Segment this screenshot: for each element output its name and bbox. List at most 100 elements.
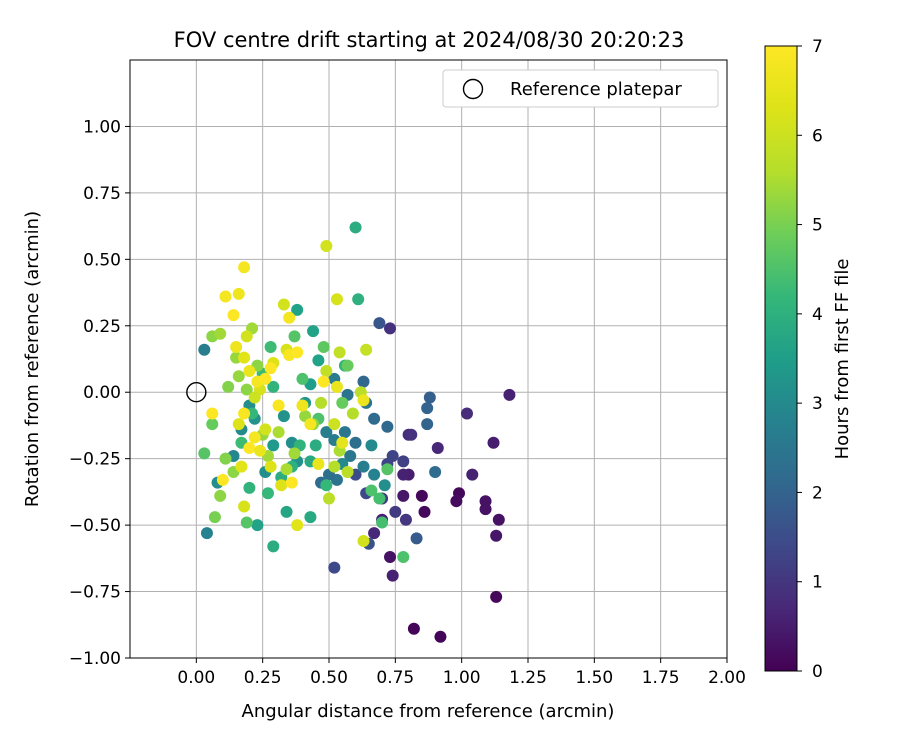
x-axis-label: Angular distance from reference (arcmin): [242, 701, 615, 722]
data-point: [232, 287, 245, 300]
data-point: [304, 511, 317, 524]
y-tick-label: −0.75: [69, 583, 121, 603]
data-point: [198, 343, 211, 356]
data-point: [238, 261, 251, 274]
data-point: [264, 362, 277, 375]
data-point: [323, 492, 335, 505]
data-point: [368, 412, 381, 425]
data-point: [238, 500, 251, 513]
x-tick-label: 2.00: [708, 668, 746, 688]
colorbar-tick-label: 3: [812, 394, 823, 414]
x-tick-label: 1.00: [443, 668, 481, 688]
reference-platepar-marker: [186, 382, 207, 403]
data-point: [275, 479, 288, 492]
data-point: [336, 396, 349, 409]
data-point: [307, 325, 320, 338]
y-axis-label: Rotation from reference (arcmin): [22, 211, 43, 507]
data-point: [352, 293, 365, 306]
data-point: [277, 298, 290, 311]
x-tick-label: 0.25: [244, 668, 282, 688]
data-point: [312, 354, 325, 367]
data-point: [227, 309, 240, 322]
data-point: [357, 460, 370, 473]
data-point: [490, 590, 503, 603]
y-tick-label: 0.00: [83, 383, 121, 403]
colorbar-tick-label: 4: [812, 305, 823, 325]
data-point: [336, 436, 349, 449]
data-point: [386, 569, 399, 582]
data-point: [288, 330, 301, 343]
data-point: [397, 551, 410, 564]
data-point: [280, 505, 293, 518]
colorbar-label: Hours from first FF file: [832, 259, 853, 460]
data-point: [333, 346, 346, 359]
data-point: [487, 436, 500, 449]
data-point: [219, 290, 232, 303]
data-point: [216, 473, 229, 486]
data-point: [344, 450, 357, 463]
data-point: [243, 364, 256, 377]
y-tick-label: 1.00: [83, 117, 121, 137]
data-point: [381, 420, 394, 433]
data-point: [338, 426, 351, 439]
data-point: [492, 513, 505, 526]
colorbar-gradient: [764, 45, 798, 672]
data-point: [373, 317, 386, 330]
data-point: [309, 439, 322, 452]
data-point: [320, 479, 333, 492]
data-point: [317, 341, 330, 354]
data-point: [317, 375, 330, 388]
data-point: [397, 455, 410, 468]
data-point: [232, 418, 245, 431]
data-point: [291, 519, 304, 532]
data-point: [267, 439, 280, 452]
data-point: [405, 428, 418, 441]
data-point: [341, 359, 354, 372]
data-point: [259, 423, 272, 436]
data-point: [365, 439, 378, 452]
data-point: [429, 465, 442, 478]
x-tick-label: 1.25: [509, 668, 547, 688]
data-point: [277, 410, 290, 423]
data-point: [261, 487, 274, 500]
data-point: [238, 407, 251, 420]
data-point: [384, 322, 397, 335]
legend-marker-icon: [462, 78, 484, 100]
data-point: [423, 391, 436, 404]
data-point: [208, 511, 221, 524]
x-tick-label: 0.50: [310, 668, 348, 688]
data-point: [219, 452, 232, 465]
data-point: [349, 436, 362, 449]
data-point: [373, 492, 386, 505]
data-point: [389, 505, 402, 518]
data-point: [341, 465, 354, 478]
data-point: [304, 418, 317, 431]
data-point: [320, 364, 333, 377]
data-point: [320, 240, 333, 253]
colorbar-tick-label: 1: [812, 573, 823, 593]
data-point: [368, 468, 381, 481]
data-point: [410, 532, 423, 545]
data-point: [349, 221, 362, 234]
data-point: [296, 399, 309, 412]
data-point: [230, 341, 243, 354]
data-point: [421, 402, 434, 415]
legend-entry-reference: Reference platepar: [510, 79, 682, 100]
y-tick-label: −0.50: [69, 516, 121, 536]
data-point: [315, 396, 328, 409]
data-point: [238, 351, 251, 364]
data-point: [198, 447, 211, 460]
data-point: [285, 476, 298, 489]
data-point: [283, 311, 296, 324]
x-axis-ticks: 0.00 0.25 0.50 0.75 1.00 1.25 1.50 1.75 2.00: [177, 658, 746, 688]
y-axis-ticks: −1.00 −0.75 −0.50 −0.25 0.00 0.25 0.50 0.75 1.00: [69, 117, 130, 669]
data-point: [460, 407, 473, 420]
data-point: [399, 513, 412, 526]
data-point: [240, 330, 253, 343]
data-point: [267, 540, 280, 553]
data-point: [434, 630, 447, 643]
y-tick-label: −1.00: [69, 649, 121, 669]
data-point: [222, 380, 235, 393]
data-point: [251, 519, 264, 532]
